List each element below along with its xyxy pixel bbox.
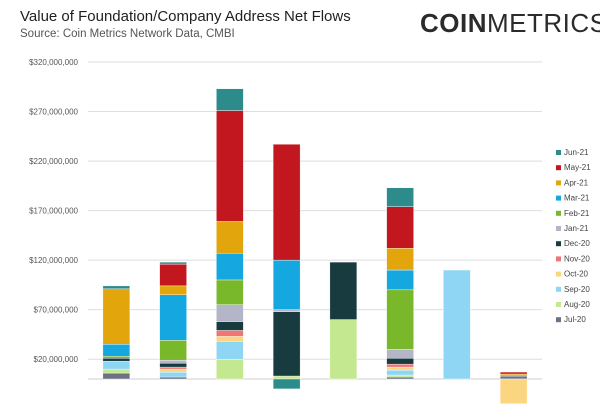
y-tick-label: $70,000,000: [34, 306, 79, 315]
y-tick-label: $170,000,000: [29, 207, 78, 216]
bar-segment-dec-20: [159, 362, 187, 368]
y-tick-label: $120,000,000: [29, 256, 78, 265]
bar-segment-sep-20: [216, 341, 244, 360]
logo-coin-text: COIN: [420, 8, 487, 38]
legend-label: Apr-21: [564, 178, 589, 187]
bar-segment-jul-20: [386, 376, 414, 380]
bar-segment-apr-21: [102, 288, 131, 345]
bar-segment-apr-21: [216, 221, 244, 254]
bar-segment-mar-21: [386, 269, 414, 291]
legend-label: Jul-20: [564, 315, 586, 324]
bars: [102, 88, 528, 404]
bar-segment-mar-21: [102, 344, 131, 357]
bar-segment-mar-21: [216, 252, 244, 281]
legend-label: Mar-21: [564, 194, 590, 203]
logo-metrics-text: METRICS: [487, 8, 600, 38]
bar-segment-mar-21: [272, 259, 301, 310]
bar-segment-aug-20: [272, 375, 301, 380]
bar-segment-aug-20: [329, 319, 358, 380]
legend-label: Feb-21: [564, 209, 590, 218]
legend-label: May-21: [564, 163, 591, 172]
bar-segment-feb-21: [216, 279, 244, 305]
bar-segment-may-21: [499, 371, 528, 375]
bar-segment-unlabeled: [272, 378, 301, 390]
y-tick-label: $270,000,000: [29, 108, 78, 117]
bar-segment-feb-21: [386, 289, 414, 350]
legend-swatch: [556, 210, 561, 216]
bar-segment-sep-20: [159, 371, 187, 378]
bar-segment-nov-20: [216, 330, 244, 337]
legend: Jun-21 May-21 Apr-21 Mar-21 Feb-21 Jan-21 Dec-…: [556, 148, 591, 324]
bar-segment-jan-21: [159, 359, 187, 364]
bar-segment-aug-20: [216, 358, 244, 380]
bar-segment-jun-21: [159, 261, 187, 265]
bar-segment-jul-20: [499, 375, 528, 380]
bar-segment-may-21: [159, 263, 187, 287]
bar-segment-sep-20: [443, 269, 471, 380]
bar-segment-jan-21: [386, 349, 414, 359]
legend-swatch: [556, 195, 561, 201]
legend-swatch: [556, 256, 561, 262]
bar-segment-nov-20: [159, 366, 187, 370]
bar-segment-feb-21: [159, 340, 187, 361]
legend-swatch: [556, 180, 561, 186]
gridlines: [88, 61, 542, 380]
legend-label: Jun-21: [564, 148, 589, 157]
bar-segment-may-21: [272, 144, 301, 261]
legend-swatch: [556, 286, 561, 292]
legend-label: Dec-20: [564, 239, 590, 248]
bar-segment-dec-20: [329, 261, 358, 320]
bar-segment-dec-20: [272, 311, 301, 377]
bar-segment-oct-20: [216, 336, 244, 342]
chart-subtitle: Source: Coin Metrics Network Data, CMBI: [20, 28, 235, 40]
legend-swatch: [556, 271, 561, 277]
bar-segment-apr-21: [159, 285, 187, 295]
coin-metrics-logo: COINMETRICS: [420, 8, 600, 39]
bar-segment-sep-20: [102, 360, 131, 370]
bar-segment-may-21: [386, 206, 414, 249]
legend-label: Aug-20: [564, 300, 590, 309]
bar-segment-aug-20: [386, 374, 414, 378]
bar-segment-dec-20: [216, 321, 244, 331]
bar-segment-oct-20: [499, 378, 528, 404]
bar-segment-apr-21: [499, 373, 528, 377]
bar-segment-jan-21: [216, 304, 244, 322]
bar-segment-jun-21: [102, 285, 131, 290]
bar-segment-may-21: [216, 110, 244, 222]
legend-label: Sep-20: [564, 285, 590, 294]
legend-swatch: [556, 317, 561, 323]
legend-label: Oct-20: [564, 270, 589, 279]
bar-segment-oct-20: [159, 368, 187, 373]
bar-segment-feb-21: [102, 356, 131, 359]
bar-segment-mar-21: [159, 294, 187, 341]
legend-swatch: [556, 150, 561, 155]
legend-swatch: [556, 302, 561, 307]
bar-segment-oct-20: [386, 366, 414, 371]
legend-label: Nov-20: [564, 254, 590, 263]
bar-segment-dec-20: [386, 357, 414, 365]
legend-swatch: [556, 241, 561, 247]
bar-segment-sep-20: [386, 369, 414, 376]
bar-segment-aug-20: [102, 368, 131, 374]
bar-segment-jul-20: [159, 376, 187, 380]
legend-swatch: [556, 165, 561, 171]
legend-label: Jan-21: [564, 224, 589, 233]
y-tick-label: $220,000,000: [29, 157, 78, 166]
bar-segment-jan-21: [272, 309, 301, 312]
bar-segment-jul-20: [102, 372, 131, 380]
bar-segment-dec-20: [102, 357, 131, 362]
bar-segment-jun-21: [386, 187, 414, 207]
chart-title: Value of Foundation/Company Address Net …: [20, 8, 351, 25]
legend-swatch: [556, 226, 561, 231]
y-axis: $20,000,000 $70,000,000 $120,000,000 $170,0…: [29, 58, 78, 364]
y-tick-label: $20,000,000: [34, 355, 79, 364]
bar-segment-apr-21: [386, 248, 414, 271]
y-tick-label: $320,000,000: [29, 58, 78, 67]
bar-segment-nov-20: [386, 363, 414, 368]
bar-segment-jun-21: [216, 88, 244, 111]
